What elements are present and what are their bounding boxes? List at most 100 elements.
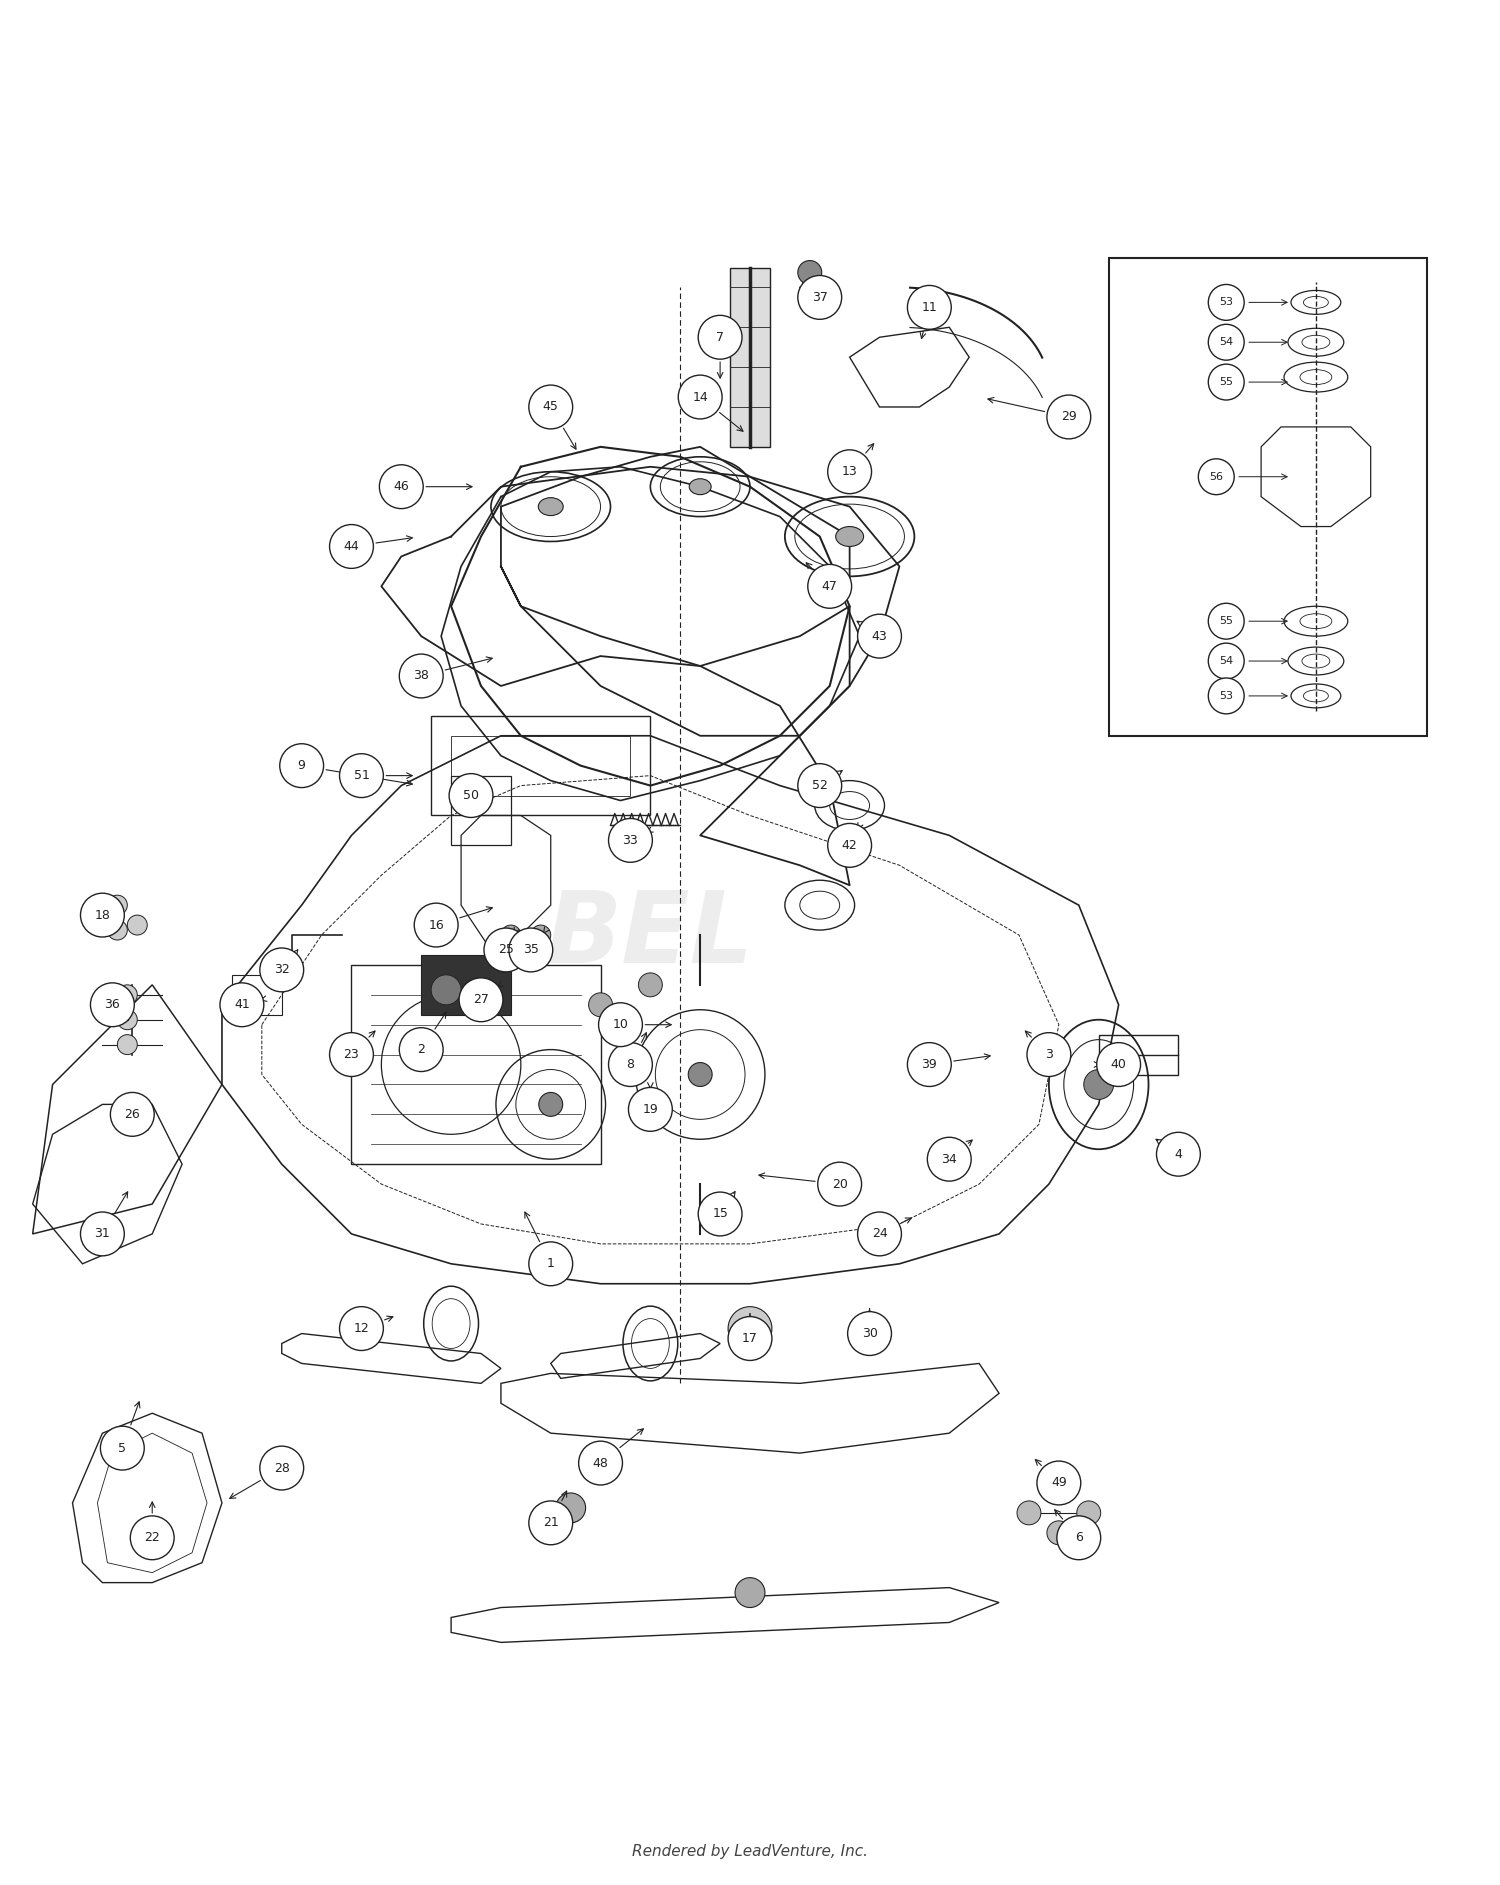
Text: 9: 9 bbox=[297, 760, 306, 773]
Circle shape bbox=[858, 615, 901, 658]
Circle shape bbox=[1209, 324, 1243, 360]
Circle shape bbox=[688, 1063, 712, 1086]
Bar bbox=[1098, 1035, 1179, 1074]
Bar bbox=[422, 956, 512, 1014]
Circle shape bbox=[678, 375, 722, 418]
Circle shape bbox=[509, 927, 552, 973]
Text: 36: 36 bbox=[105, 999, 120, 1010]
Text: 8: 8 bbox=[627, 1057, 634, 1071]
Text: 33: 33 bbox=[622, 833, 639, 846]
Circle shape bbox=[1096, 1042, 1140, 1086]
Text: 6: 6 bbox=[1076, 1531, 1083, 1544]
Circle shape bbox=[380, 466, 423, 509]
Circle shape bbox=[339, 754, 384, 797]
Circle shape bbox=[728, 1316, 772, 1361]
Text: 31: 31 bbox=[94, 1227, 111, 1240]
Text: 56: 56 bbox=[1209, 471, 1224, 483]
Text: 49: 49 bbox=[1052, 1476, 1066, 1489]
Circle shape bbox=[609, 1042, 652, 1086]
Text: 1: 1 bbox=[548, 1257, 555, 1270]
Text: 50: 50 bbox=[464, 790, 478, 801]
Circle shape bbox=[260, 948, 303, 992]
Circle shape bbox=[1047, 396, 1090, 439]
Text: 53: 53 bbox=[1220, 298, 1233, 307]
Circle shape bbox=[459, 978, 503, 1022]
Circle shape bbox=[858, 1212, 901, 1255]
Circle shape bbox=[90, 982, 135, 1027]
Circle shape bbox=[908, 285, 951, 330]
Text: 46: 46 bbox=[393, 481, 410, 494]
Circle shape bbox=[698, 1191, 742, 1237]
Bar bbox=[430, 716, 651, 816]
Text: 3: 3 bbox=[1046, 1048, 1053, 1061]
Circle shape bbox=[609, 818, 652, 861]
Text: 11: 11 bbox=[921, 302, 938, 315]
Circle shape bbox=[220, 982, 264, 1027]
Circle shape bbox=[531, 926, 550, 944]
Circle shape bbox=[111, 1093, 154, 1137]
Circle shape bbox=[828, 824, 872, 867]
Text: 43: 43 bbox=[871, 630, 888, 643]
Circle shape bbox=[117, 1010, 138, 1029]
Circle shape bbox=[588, 993, 612, 1016]
Circle shape bbox=[1209, 364, 1243, 400]
Circle shape bbox=[81, 893, 124, 937]
Circle shape bbox=[484, 927, 528, 973]
Circle shape bbox=[448, 773, 494, 818]
Circle shape bbox=[1028, 1033, 1071, 1076]
Text: 27: 27 bbox=[472, 993, 489, 1007]
Circle shape bbox=[399, 1027, 442, 1071]
Ellipse shape bbox=[836, 526, 864, 547]
Circle shape bbox=[128, 914, 147, 935]
Circle shape bbox=[798, 260, 822, 285]
Text: 25: 25 bbox=[498, 944, 514, 956]
Circle shape bbox=[108, 895, 128, 914]
Circle shape bbox=[698, 315, 742, 360]
Text: 51: 51 bbox=[354, 769, 369, 782]
Circle shape bbox=[1209, 643, 1243, 679]
Circle shape bbox=[828, 451, 872, 494]
Circle shape bbox=[501, 926, 520, 944]
Text: 7: 7 bbox=[716, 330, 724, 343]
Circle shape bbox=[130, 1516, 174, 1559]
Circle shape bbox=[414, 903, 458, 946]
Text: 12: 12 bbox=[354, 1321, 369, 1335]
Text: 34: 34 bbox=[942, 1154, 957, 1165]
Circle shape bbox=[117, 1035, 138, 1054]
Circle shape bbox=[399, 654, 442, 697]
Circle shape bbox=[330, 1033, 374, 1076]
Circle shape bbox=[555, 1493, 585, 1523]
Bar bbox=[232, 975, 282, 1014]
Circle shape bbox=[579, 1442, 622, 1485]
Text: 45: 45 bbox=[543, 400, 558, 413]
Ellipse shape bbox=[538, 498, 562, 516]
Circle shape bbox=[117, 984, 138, 1005]
Circle shape bbox=[1017, 1500, 1041, 1525]
Text: 52: 52 bbox=[812, 779, 828, 792]
Text: 22: 22 bbox=[144, 1531, 160, 1544]
Text: 18: 18 bbox=[94, 909, 111, 922]
Text: 23: 23 bbox=[344, 1048, 360, 1061]
Circle shape bbox=[430, 975, 460, 1005]
Bar bbox=[1108, 258, 1428, 735]
Text: 48: 48 bbox=[592, 1457, 609, 1470]
Bar bbox=[452, 775, 512, 844]
Circle shape bbox=[1084, 1069, 1113, 1099]
Circle shape bbox=[100, 1427, 144, 1470]
Circle shape bbox=[530, 1500, 573, 1546]
Text: 54: 54 bbox=[1220, 337, 1233, 347]
Text: 29: 29 bbox=[1060, 411, 1077, 424]
Circle shape bbox=[530, 1242, 573, 1286]
Text: BEL: BEL bbox=[546, 886, 754, 984]
Text: 5: 5 bbox=[118, 1442, 126, 1455]
Text: 2: 2 bbox=[417, 1042, 424, 1056]
Text: 4: 4 bbox=[1174, 1148, 1182, 1161]
Text: 55: 55 bbox=[1220, 377, 1233, 386]
Ellipse shape bbox=[688, 479, 711, 494]
Circle shape bbox=[735, 1578, 765, 1608]
Circle shape bbox=[628, 1088, 672, 1131]
Text: 20: 20 bbox=[831, 1178, 848, 1191]
Text: 53: 53 bbox=[1220, 692, 1233, 701]
Bar bbox=[351, 965, 600, 1165]
Text: 10: 10 bbox=[612, 1018, 628, 1031]
